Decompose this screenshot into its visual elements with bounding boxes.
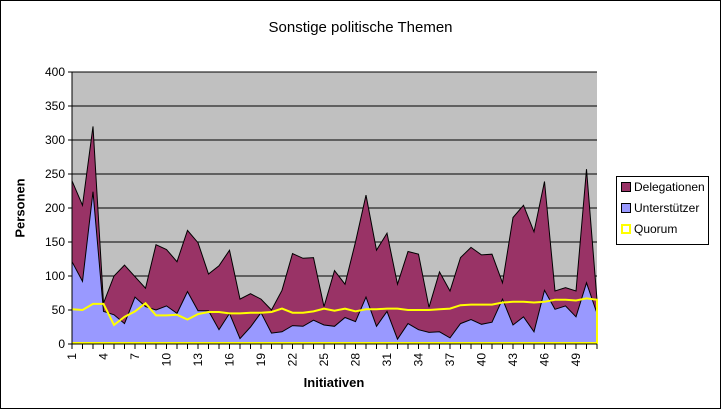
svg-text:43: 43	[506, 353, 520, 367]
svg-text:250: 250	[45, 167, 65, 181]
svg-text:25: 25	[317, 353, 331, 367]
unterstuetzer-area	[71, 191, 598, 345]
legend: Delegationen Unterstützer Quorum	[616, 176, 709, 245]
svg-text:37: 37	[443, 353, 457, 367]
svg-text:31: 31	[380, 353, 394, 367]
legend-item-quorum: Quorum	[621, 222, 677, 236]
quorum-line	[71, 297, 598, 344]
unterstuetzer-swatch-icon	[621, 203, 631, 213]
x-tick-labels: 1 4 7 10 13 16 19 22 25 28 31 34 37 40 43 46 49	[65, 353, 583, 367]
legend-label: Quorum	[634, 222, 678, 236]
svg-text:200: 200	[45, 201, 65, 215]
delegationen-swatch-icon	[621, 182, 631, 192]
svg-text:40: 40	[475, 353, 489, 367]
svg-text:50: 50	[52, 303, 66, 317]
svg-text:7: 7	[128, 353, 142, 360]
svg-text:22: 22	[286, 353, 300, 367]
x-axis-title: Initiativen	[303, 375, 365, 390]
svg-text:4: 4	[97, 353, 111, 360]
svg-text:16: 16	[223, 353, 237, 367]
svg-text:0: 0	[58, 337, 65, 351]
svg-text:350: 350	[45, 99, 65, 113]
chart-title: Sonstige politische Themen	[268, 19, 453, 36]
svg-text:10: 10	[160, 353, 174, 367]
y-tick-labels: 0 50 100 150 200 250 300 350 400	[45, 65, 72, 351]
svg-text:13: 13	[191, 353, 205, 367]
legend-label: Unterstützer	[634, 201, 700, 215]
svg-text:400: 400	[45, 65, 65, 79]
svg-text:46: 46	[538, 353, 552, 367]
svg-text:150: 150	[45, 235, 65, 249]
svg-text:300: 300	[45, 133, 65, 147]
svg-text:1: 1	[65, 353, 79, 360]
legend-item-delegationen: Delegationen	[621, 180, 705, 194]
svg-text:100: 100	[45, 269, 65, 283]
svg-text:28: 28	[349, 353, 363, 367]
svg-text:34: 34	[412, 353, 426, 367]
svg-text:19: 19	[254, 353, 268, 367]
delegationen-area	[71, 126, 598, 345]
legend-label: Delegationen	[634, 180, 705, 194]
svg-text:49: 49	[569, 353, 583, 367]
quorum-swatch-icon	[621, 224, 631, 234]
legend-item-unterstuetzer: Unterstützer	[621, 201, 699, 215]
